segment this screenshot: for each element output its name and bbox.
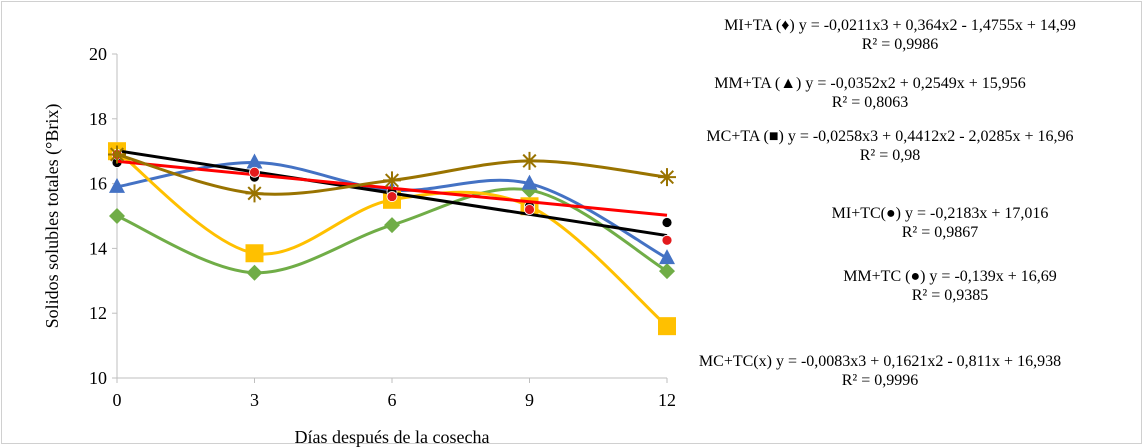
r-squared-text: R² = 0,8063 xyxy=(831,94,909,111)
data-point-star xyxy=(520,151,539,170)
equation-label-6: MC+TC(x) y = -0,0083x3 + 0,1621x2 - 0,81… xyxy=(630,352,1130,390)
data-point-star xyxy=(245,184,264,203)
equation-label-4: MI+TC(●) y = -0,2183x + 17,016 R² = 0,98… xyxy=(790,204,1090,242)
x-tick-label: 12 xyxy=(658,390,676,410)
data-point-diamond xyxy=(246,264,263,281)
equation-label-3: MC+TA (■) y = -0,0258x3 + 0,4412x2 - 2,0… xyxy=(640,127,1140,165)
y-tick-label: 18 xyxy=(89,109,107,129)
data-point-triangle xyxy=(246,153,263,169)
data-point-square xyxy=(658,317,676,336)
equation-label-5: MM+TC (●) y = -0,139x + 16,69 R² = 0,938… xyxy=(800,267,1100,305)
x-tick-label: 9 xyxy=(525,390,534,410)
series-6 xyxy=(108,145,676,203)
data-point-square xyxy=(245,244,264,263)
y-tick-label: 20 xyxy=(89,44,107,64)
data-point-circle xyxy=(386,191,398,202)
y-tick-label: 12 xyxy=(89,303,107,323)
r-squared-text: R² = 0,9867 xyxy=(901,224,979,241)
equation-text: MC+TA (■) y = -0,0258x3 + 0,4412x2 - 2,0… xyxy=(706,128,1074,145)
y-tick-label: 16 xyxy=(89,174,107,194)
x-tick-label: 6 xyxy=(388,390,397,410)
data-point-triangle xyxy=(521,174,538,190)
x-tick-label: 0 xyxy=(113,390,122,410)
y-tick-label: 10 xyxy=(89,368,107,388)
data-point-circle xyxy=(661,217,673,228)
data-point-circle xyxy=(661,234,673,246)
r-squared-text: R² = 0,9996 xyxy=(841,372,919,389)
data-point-star xyxy=(383,171,401,190)
y-tick-label: 14 xyxy=(89,238,107,258)
y-axis-label: Solidos solubles totales (°Brix) xyxy=(42,104,63,329)
data-point-triangle xyxy=(109,177,125,193)
x-tick-label: 3 xyxy=(250,390,259,410)
data-point-star xyxy=(658,168,676,187)
data-point-diamond xyxy=(384,217,400,234)
equation-text: MM+TC (●) y = -0,139x + 16,69 xyxy=(843,268,1057,285)
r-squared-text: R² = 0,98 xyxy=(859,147,921,164)
equation-text: MI+TA (♦) y = -0,0211x3 + 0,364x2 - 1,47… xyxy=(724,17,1076,34)
equation-text: MC+TC(x) y = -0,0083x3 + 0,1621x2 - 0,81… xyxy=(698,353,1062,370)
data-point-circle xyxy=(249,166,260,178)
data-point-diamond xyxy=(109,208,125,224)
equation-label-2: MM+TA (▲) y = -0,0352x2 + 0,2549x + 15,9… xyxy=(670,74,1070,112)
r-squared-text: R² = 0,9986 xyxy=(861,36,939,53)
data-point-triangle xyxy=(659,249,675,265)
equation-text: MI+TC(●) y = -0,2183x + 17,016 xyxy=(831,205,1049,222)
x-axis-label: Días después de la cosecha xyxy=(295,427,490,447)
r-squared-text: R² = 0,9385 xyxy=(911,287,989,304)
data-point-circle xyxy=(524,204,535,215)
series-1 xyxy=(109,182,675,281)
data-point-diamond xyxy=(659,263,675,280)
equation-text: MM+TA (▲) y = -0,0352x2 + 0,2549x + 15,9… xyxy=(714,75,1026,92)
equation-label-1: MI+TA (♦) y = -0,0211x3 + 0,364x2 - 1,47… xyxy=(660,16,1140,54)
data-point-star xyxy=(108,145,126,164)
